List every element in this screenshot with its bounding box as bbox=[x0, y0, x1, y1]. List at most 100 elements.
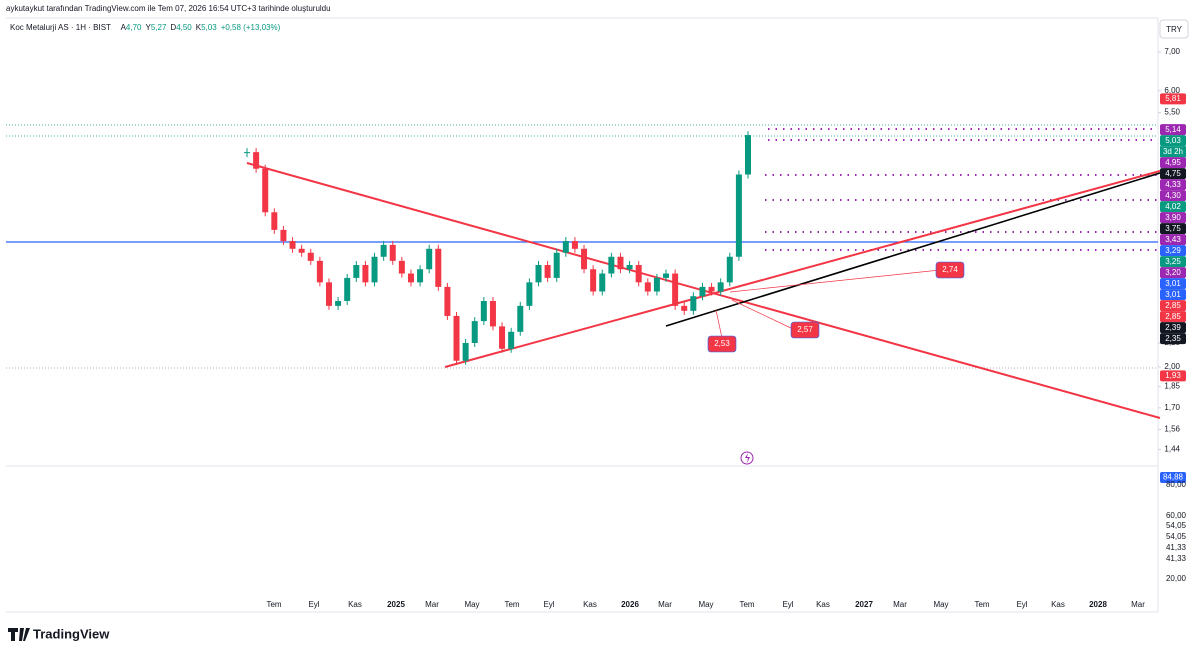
candle bbox=[663, 273, 670, 278]
lower-axis-label: 41,33 bbox=[1166, 543, 1187, 552]
legend: Koc Metalurji AS · 1H · BIST A4,70 Y5,27 D… bbox=[10, 23, 281, 32]
candle bbox=[298, 248, 305, 253]
legend-key: Y bbox=[145, 23, 151, 32]
candle bbox=[608, 256, 615, 274]
candle bbox=[280, 229, 287, 242]
price-badge bbox=[1160, 93, 1186, 105]
candle bbox=[262, 168, 269, 213]
price-badge-label: 4,33 bbox=[1165, 180, 1181, 189]
y-tick-label: 1,70 bbox=[1164, 403, 1180, 412]
price-badge-label: 3,90 bbox=[1165, 213, 1181, 222]
candle bbox=[453, 315, 460, 361]
price-badge-label: 3,43 bbox=[1165, 235, 1181, 244]
candle bbox=[726, 256, 733, 283]
price-badge-label: 3,29 bbox=[1165, 246, 1181, 255]
price-badge bbox=[1160, 135, 1186, 147]
currency: TRY bbox=[1166, 25, 1183, 34]
price-badge bbox=[1160, 245, 1186, 257]
price-badge bbox=[1160, 234, 1186, 246]
price-badge bbox=[1160, 212, 1186, 224]
candle bbox=[526, 282, 533, 306]
annotation-box bbox=[790, 321, 820, 339]
caption: aykutaykut tarafından TradingView.com il… bbox=[6, 4, 331, 13]
legend-value: 5,03 bbox=[201, 23, 217, 32]
annotation-label: 2,53 bbox=[714, 339, 730, 348]
price-badge-label: 1,93 bbox=[1165, 371, 1181, 380]
price-badge-label: 2,85 bbox=[1165, 312, 1181, 321]
countdown: 3d 2h bbox=[1163, 147, 1183, 156]
candle bbox=[745, 135, 751, 175]
candle bbox=[444, 286, 451, 316]
price-badge bbox=[1160, 256, 1186, 268]
price-badge-label: 3,75 bbox=[1165, 224, 1181, 233]
candle bbox=[708, 286, 715, 292]
lower-badge-label: 84,88 bbox=[1163, 473, 1184, 482]
candle bbox=[681, 305, 688, 311]
price-badge-label: 2,85 bbox=[1165, 301, 1181, 310]
lower-axis-label: 41,33 bbox=[1166, 554, 1187, 563]
candle bbox=[489, 300, 496, 327]
candle bbox=[426, 248, 433, 270]
currency-box[interactable] bbox=[1159, 19, 1189, 39]
candle bbox=[371, 256, 378, 283]
price-badge-label: 2,35 bbox=[1165, 334, 1181, 343]
callout-line bbox=[731, 299, 796, 331]
trendline bbox=[665, 172, 1161, 327]
countdown-bg bbox=[1160, 146, 1186, 158]
callout-line bbox=[729, 269, 941, 293]
candle bbox=[653, 277, 660, 292]
price-badge bbox=[1160, 179, 1186, 191]
dotted-levels bbox=[765, 128, 1158, 251]
candle bbox=[581, 248, 588, 270]
event-icon-bolt bbox=[745, 453, 750, 463]
x-tick-label: Tem bbox=[266, 600, 281, 609]
candle bbox=[353, 265, 360, 278]
candle bbox=[289, 241, 296, 249]
trendline bbox=[444, 170, 1161, 368]
candle bbox=[435, 248, 442, 287]
x-tick-label: Mar bbox=[893, 600, 907, 609]
x-tick-label: Kas bbox=[816, 600, 830, 609]
candle bbox=[590, 269, 597, 292]
legend-key: D bbox=[170, 23, 176, 32]
candle bbox=[517, 305, 524, 332]
price-badge-label: 4,75 bbox=[1165, 169, 1181, 178]
candle bbox=[562, 241, 569, 253]
price-badge-label: 5,81 bbox=[1165, 94, 1181, 103]
x-tick-label: Mar bbox=[658, 600, 672, 609]
candle bbox=[699, 286, 706, 297]
annotation-label: 2,57 bbox=[797, 325, 813, 334]
price-badge-label: 4,95 bbox=[1165, 158, 1181, 167]
annotation-label: 2,74 bbox=[942, 265, 958, 274]
y-tick-label: 6,00 bbox=[1164, 86, 1180, 95]
price-badge bbox=[1160, 289, 1186, 301]
candle bbox=[690, 296, 697, 311]
candle bbox=[244, 152, 250, 154]
x-tick-label: Eyl bbox=[308, 600, 319, 609]
candle bbox=[544, 265, 551, 278]
x-tick-label: 2027 bbox=[855, 600, 873, 609]
candle bbox=[271, 212, 278, 230]
x-tick-label: May bbox=[698, 600, 713, 609]
price-badge bbox=[1160, 190, 1186, 202]
x-tick-label: 2026 bbox=[621, 600, 639, 609]
x-tick-label: Eyl bbox=[543, 600, 554, 609]
candle bbox=[417, 269, 424, 283]
candle bbox=[617, 256, 624, 270]
legend-key: A bbox=[121, 23, 127, 32]
logo-mark bbox=[8, 628, 30, 641]
candle bbox=[398, 260, 405, 274]
price-badge-label: 5,14 bbox=[1165, 125, 1181, 134]
price-badge bbox=[1160, 157, 1186, 169]
price-badge bbox=[1160, 333, 1186, 345]
candle bbox=[462, 342, 469, 361]
candle bbox=[407, 273, 414, 283]
x-tick-label: Eyl bbox=[1016, 600, 1027, 609]
x-tick-label: Kas bbox=[583, 600, 597, 609]
y-tick-label: 1,85 bbox=[1164, 382, 1180, 391]
x-tick-label: Kas bbox=[1051, 600, 1065, 609]
y-tick-label: 1,44 bbox=[1164, 445, 1180, 454]
y-tick-label: 1,56 bbox=[1164, 425, 1180, 434]
price-badge bbox=[1160, 201, 1186, 213]
candle bbox=[508, 331, 515, 349]
